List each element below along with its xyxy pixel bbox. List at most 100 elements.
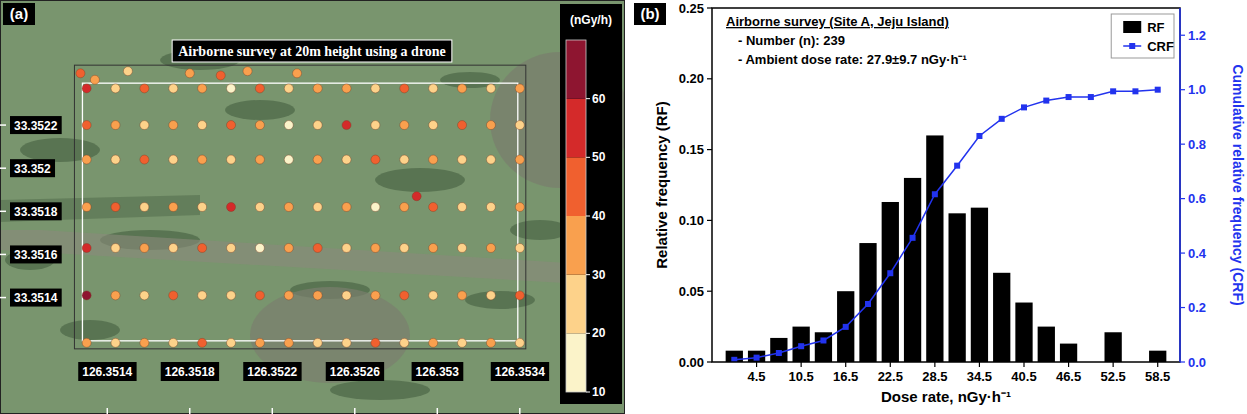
- x-tick-label: 126.3514: [82, 365, 132, 379]
- x-tick-label: 126.3526: [330, 365, 380, 379]
- rf-bar: [971, 208, 988, 362]
- y-tick: [0, 297, 6, 299]
- x-tick: [845, 362, 846, 367]
- dose-point: [255, 338, 264, 347]
- x-tick-label: 46.5: [1056, 369, 1081, 384]
- y-tick-label: 0.10: [679, 213, 704, 228]
- vegetation: [375, 168, 465, 192]
- dose-point: [111, 203, 120, 212]
- dose-point: [111, 155, 120, 164]
- dose-point: [458, 84, 467, 93]
- x-tick-label: 28.5: [922, 369, 947, 384]
- dose-point: [227, 121, 236, 130]
- y2-tick-label: 1.2: [1188, 28, 1206, 43]
- y-tick-box: [10, 202, 62, 220]
- dose-point: [313, 338, 322, 347]
- x-tick-box: [78, 362, 136, 381]
- y-tick: [0, 124, 6, 126]
- dose-point: [313, 121, 322, 130]
- x-tick-label: 58.5: [1145, 369, 1170, 384]
- vegetation: [225, 100, 295, 120]
- dose-point: [111, 84, 120, 93]
- colorbar-tick: [586, 333, 590, 334]
- y-tick: [707, 220, 712, 221]
- dose-point: [313, 243, 322, 252]
- dose-point: [284, 203, 293, 212]
- dose-point: [140, 84, 149, 93]
- map-panel: 33.351433.351633.351833.35233.3522126.35…: [0, 0, 630, 414]
- colorbar-segment: [566, 275, 586, 334]
- y2-tick: [1180, 144, 1185, 145]
- plot-marks: [726, 87, 1167, 362]
- x-tick: [1157, 362, 1158, 367]
- crf-marker: [1110, 88, 1116, 94]
- y2-tick-label: 0.4: [1188, 246, 1207, 261]
- x-axis-title: Dose rate, nGy·h⁻¹: [881, 388, 1011, 405]
- dose-point: [227, 338, 236, 347]
- colorbar-tick-label: 40: [592, 209, 606, 223]
- road-band: [0, 230, 600, 285]
- y-tick-box: [10, 159, 55, 177]
- dose-point: [515, 338, 524, 347]
- legend: RFCRF: [1111, 14, 1174, 58]
- rf-bar: [1060, 344, 1077, 362]
- map-border: [1, 1, 625, 414]
- rf-bar: [1038, 327, 1055, 362]
- figure: 33.351433.351633.351833.35233.3522126.35…: [0, 0, 1247, 414]
- dose-point: [400, 291, 409, 300]
- x-tick-box: [243, 362, 301, 381]
- crf-marker: [1155, 87, 1161, 93]
- dose-point: [140, 155, 149, 164]
- crf-line: [734, 90, 1157, 360]
- dose-point: [169, 121, 178, 130]
- dose-point: [342, 291, 351, 300]
- dose-point: [82, 338, 91, 347]
- dose-point: [255, 155, 264, 164]
- x-tick-label: 22.5: [878, 369, 903, 384]
- y2-tick-label: 0.2: [1188, 300, 1206, 315]
- y2-tick: [1180, 35, 1185, 36]
- y-tick-label: 33.3516: [14, 248, 58, 262]
- y-tick-label: 0.05: [679, 284, 704, 299]
- x-tick: [1113, 362, 1114, 367]
- dose-point: [123, 67, 132, 76]
- dose-point: [111, 338, 120, 347]
- x-tick-label: 126.353: [416, 365, 460, 379]
- x-tick-label: 126.3518: [165, 365, 215, 379]
- dose-point: [140, 121, 149, 130]
- dose-point: [515, 84, 524, 93]
- y-tick: [707, 361, 712, 362]
- annotation: - Number (n): 239: [738, 33, 845, 48]
- panel-letter-box: [634, 3, 666, 25]
- colorbar-background: [560, 4, 622, 404]
- dose-point: [371, 121, 380, 130]
- dose-point: [313, 291, 322, 300]
- dose-point: [169, 155, 178, 164]
- dose-point: [140, 203, 149, 212]
- dose-point: [486, 338, 495, 347]
- dose-point: [371, 155, 380, 164]
- dose-point: [140, 338, 149, 347]
- dose-point: [198, 155, 207, 164]
- panel-letter: (a): [10, 5, 28, 22]
- x-tick-box: [161, 362, 219, 381]
- dose-point: [198, 121, 207, 130]
- dose-point: [169, 84, 178, 93]
- rf-bar: [1105, 332, 1122, 362]
- dose-point: [227, 203, 236, 212]
- dose-point: [486, 84, 495, 93]
- rf-bar: [993, 273, 1010, 362]
- dose-point: [342, 203, 351, 212]
- dose-point: [255, 203, 264, 212]
- dose-point: [140, 243, 149, 252]
- dose-point: [429, 338, 438, 347]
- dose-point: [227, 84, 236, 93]
- colorbar-segment: [566, 216, 586, 275]
- y-tick: [707, 78, 712, 79]
- vegetation: [330, 380, 430, 400]
- crf-marker: [731, 357, 737, 362]
- crf-marker: [820, 337, 826, 343]
- colorbar-title: (nGy/h): [570, 13, 612, 27]
- x-tick-label: 10.5: [788, 369, 813, 384]
- dose-point: [486, 243, 495, 252]
